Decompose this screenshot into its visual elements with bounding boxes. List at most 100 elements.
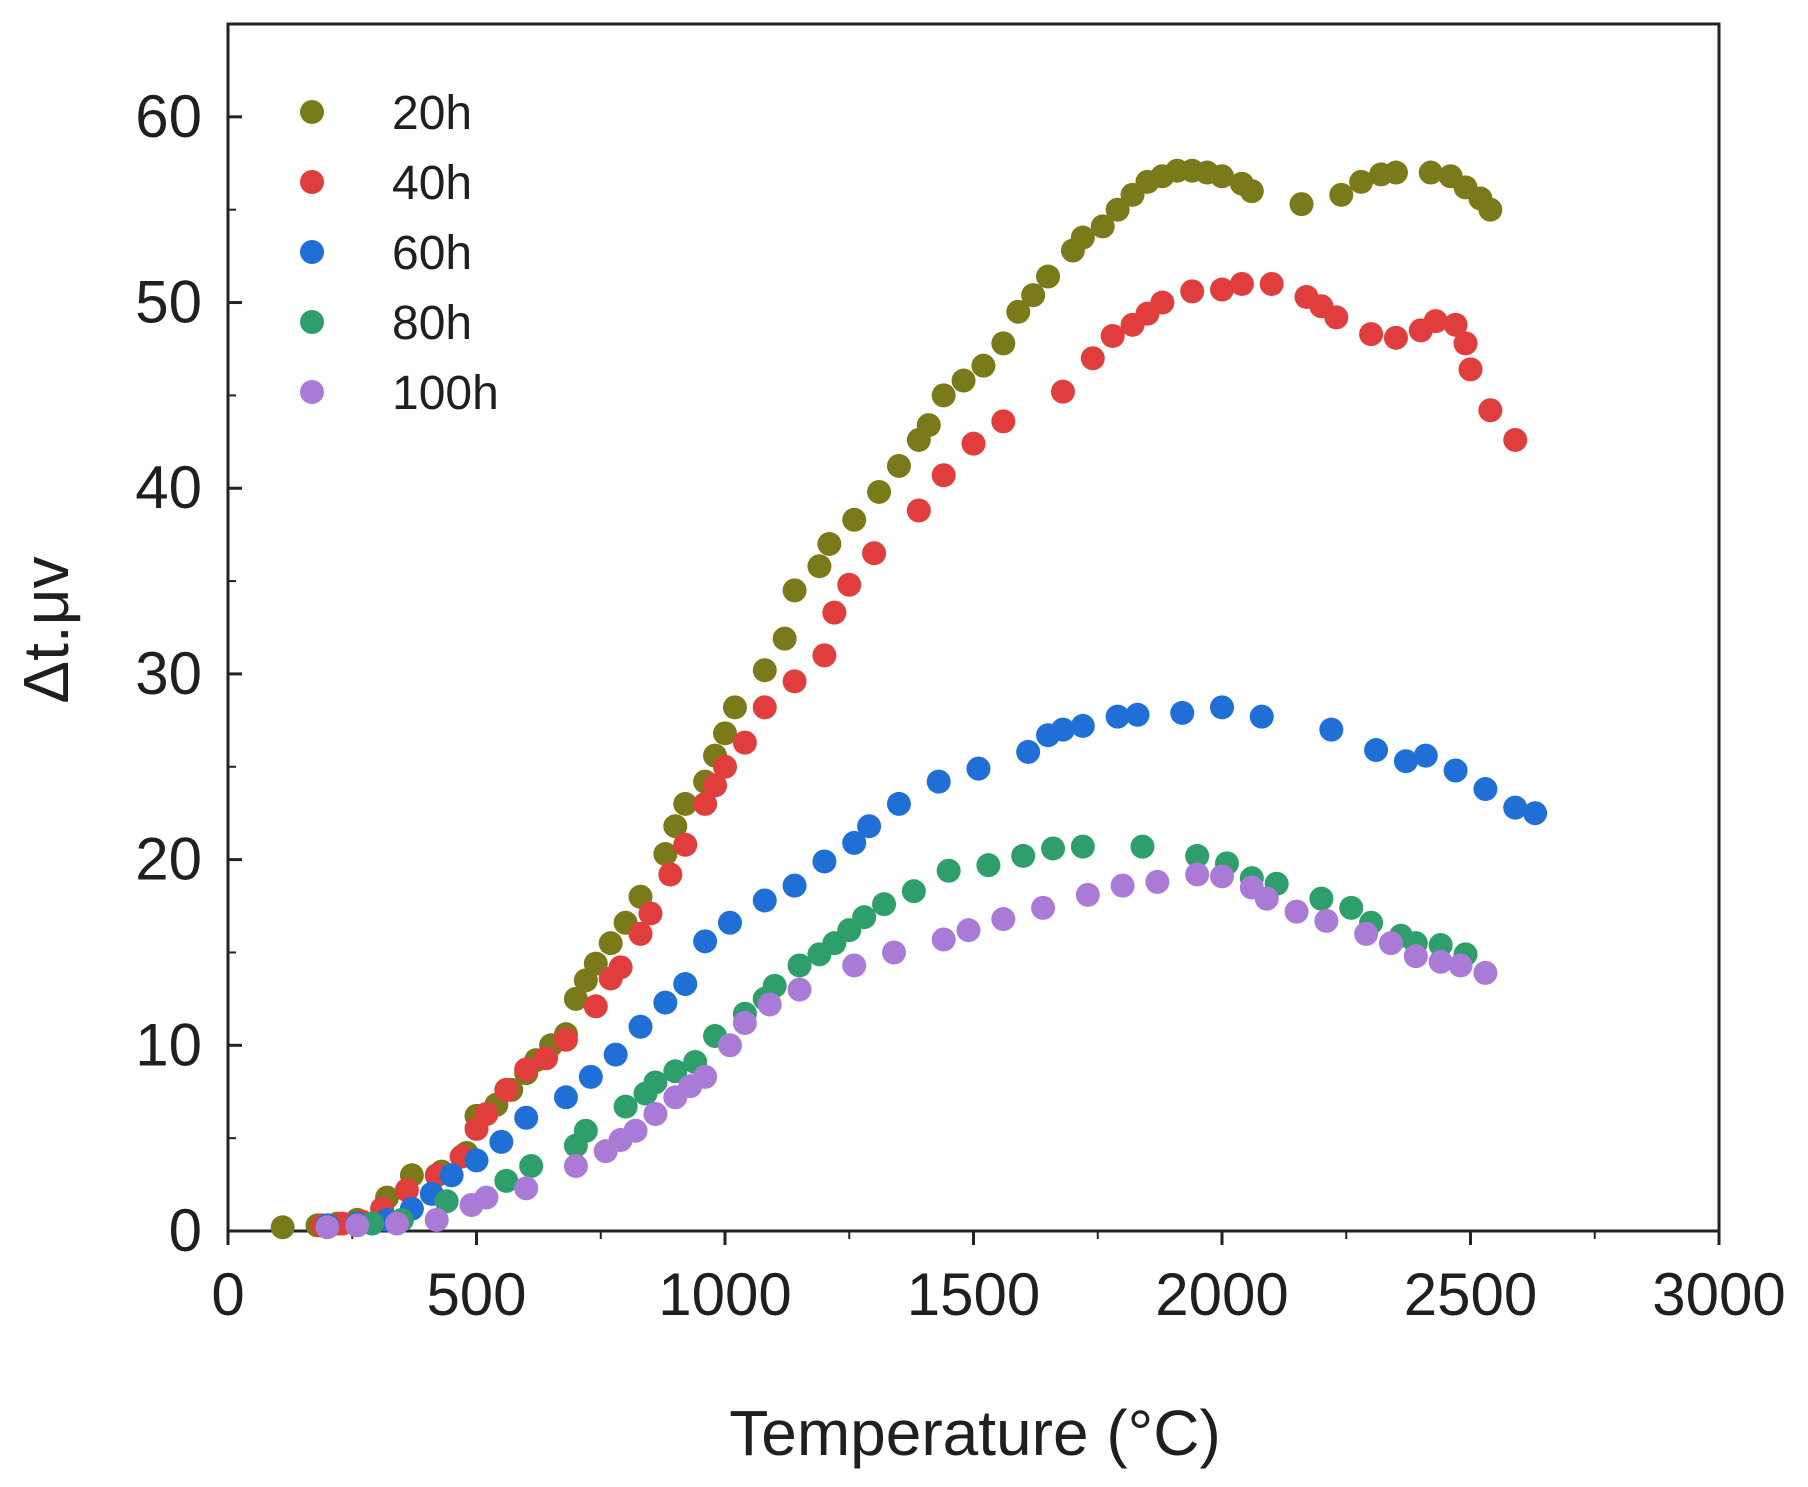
data-point: [991, 907, 1016, 932]
data-point: [583, 994, 608, 1019]
data-point: [1210, 864, 1234, 889]
data-point: [1249, 704, 1274, 729]
data-point: [752, 658, 777, 683]
legend-marker: [300, 240, 324, 264]
data-point: [628, 921, 653, 946]
data-point: [961, 431, 986, 456]
data-point: [1448, 953, 1473, 978]
data-point: [1443, 312, 1468, 337]
data-point: [1473, 960, 1498, 985]
data-point: [1383, 325, 1408, 350]
data-point: [1453, 331, 1478, 356]
data-point: [439, 1163, 464, 1188]
data-point: [1354, 921, 1379, 946]
data-point: [772, 626, 797, 651]
x-tick-label: 2500: [1404, 1261, 1537, 1328]
data-point: [489, 1129, 514, 1154]
y-tick-label: 30: [135, 640, 202, 707]
data-point: [713, 721, 737, 746]
data-point: [1458, 357, 1483, 382]
data-point: [822, 600, 847, 625]
data-point: [752, 695, 777, 720]
data-point: [563, 1154, 588, 1179]
data-point: [1050, 717, 1075, 742]
data-point: [464, 1148, 489, 1173]
data-point: [842, 507, 867, 532]
data-point: [1210, 695, 1234, 720]
data-point: [1473, 777, 1498, 802]
data-point: [971, 353, 996, 378]
data-point: [1100, 323, 1125, 348]
y-axis-ticks: 0 10 20 30 40 50 60: [135, 83, 242, 1264]
data-point: [583, 951, 608, 976]
data-point: [693, 1064, 718, 1089]
data-point: [1210, 164, 1234, 189]
x-axis-ticks: 0 500 1000 1500 2000 2500 3000: [211, 1231, 1786, 1328]
legend-label: 40h: [392, 157, 472, 210]
legend-label: 60h: [392, 227, 472, 280]
data-point: [1403, 944, 1428, 969]
data-point: [1359, 322, 1384, 347]
data-point: [663, 1059, 688, 1084]
series-100h: [315, 862, 1498, 1240]
data-point: [315, 1215, 340, 1240]
data-point: [1239, 179, 1264, 204]
data-point: [1011, 843, 1036, 868]
data-point: [474, 1185, 499, 1210]
data-point: [663, 814, 688, 839]
data-point: [673, 791, 698, 816]
x-tick-label: 3000: [1652, 1261, 1785, 1328]
legend-marker: [300, 100, 324, 124]
data-point: [573, 1118, 598, 1143]
data-point: [1254, 886, 1279, 911]
series-60h: [315, 695, 1548, 1238]
y-axis-label: Δt.μv: [10, 556, 82, 703]
data-point: [762, 973, 787, 998]
data-point: [1503, 427, 1528, 452]
data-point: [1041, 836, 1066, 861]
legend-marker: [300, 380, 324, 404]
data-point: [1150, 290, 1175, 315]
data-point: [956, 918, 981, 943]
data-point: [1319, 717, 1344, 742]
data-point: [514, 1057, 539, 1082]
data-point: [717, 1033, 742, 1058]
data-point: [1478, 398, 1503, 423]
data-point: [1378, 931, 1403, 956]
data-point: [623, 1118, 648, 1143]
data-point: [1105, 704, 1130, 729]
data-point: [514, 1105, 539, 1130]
data-point: [394, 1178, 419, 1203]
data-point: [1314, 908, 1339, 933]
data-point: [1130, 834, 1155, 859]
data-point: [603, 1042, 628, 1067]
data-point: [628, 1014, 653, 1039]
data-point: [966, 756, 991, 781]
x-tick-label: 2000: [1155, 1261, 1288, 1328]
data-point: [1125, 702, 1150, 727]
data-point: [787, 977, 812, 1002]
x-tick-label: 0: [211, 1261, 244, 1328]
data-point: [534, 1046, 559, 1071]
data-point: [1021, 283, 1046, 308]
data-point: [916, 413, 941, 438]
data-point: [1210, 277, 1234, 302]
data-point: [782, 578, 807, 603]
data-point: [1180, 279, 1205, 304]
data-point: [857, 814, 882, 839]
data-point: [345, 1213, 370, 1238]
data-point: [812, 643, 837, 668]
data-point: [1170, 700, 1195, 725]
data-point: [693, 791, 718, 816]
data-point: [1309, 886, 1334, 911]
data-point: [1070, 713, 1095, 738]
data-point: [842, 953, 867, 978]
data-point: [936, 858, 961, 883]
y-tick-label: 20: [135, 826, 202, 893]
data-point: [384, 1211, 409, 1236]
data-point: [553, 1085, 578, 1110]
data-point: [732, 1011, 757, 1036]
data-point: [643, 1070, 668, 1095]
data-point: [1324, 305, 1349, 330]
